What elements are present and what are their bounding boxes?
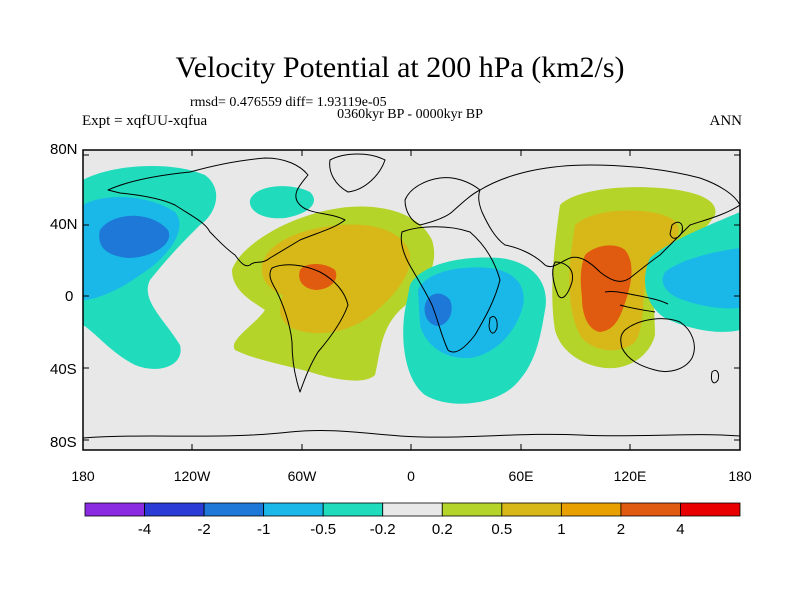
colorbar-label: -0.2: [369, 521, 396, 538]
colorbar-swatch: [382, 502, 443, 517]
lat-label-40n: 40N: [50, 216, 78, 233]
colorbar-swatch: [144, 502, 205, 517]
time-period-label: 0360kyr BP - 0000kyr BP: [337, 107, 483, 122]
colorbar-swatch: [680, 502, 741, 517]
lon-label-0: 0: [407, 468, 415, 484]
colorbar-label: 1: [557, 521, 566, 538]
lon-label-120e: 120E: [613, 468, 647, 484]
map-title: Velocity Potential at 200 hPa (km2/s): [175, 51, 625, 84]
lon-label-180e: 180: [728, 468, 752, 484]
colorbar-swatch: [203, 502, 265, 517]
coast-greenland: [329, 153, 386, 193]
coast-asia: [478, 164, 740, 282]
lon-label-60e: 60E: [508, 468, 534, 484]
colorbar-swatch: [501, 502, 562, 517]
map-ticks: [83, 150, 740, 450]
colorbar-swatch: [263, 502, 324, 517]
coast-australia: [620, 318, 695, 372]
colorbar-label: 0.2: [431, 521, 453, 538]
rmsd-diff-stats: rmsd= 0.476559 diff= 1.93119e-05: [190, 95, 387, 110]
contour-pos-americas-mid: [261, 224, 411, 334]
coast-africa: [400, 226, 501, 353]
colorbar-label: -0.5: [310, 521, 337, 538]
colorbar-swatch: [322, 502, 384, 517]
lon-label-60w: 60W: [287, 468, 317, 484]
colorbar-label: -1: [256, 521, 271, 538]
contour-neg-north-atlantic: [249, 186, 314, 219]
coast-madagascar: [488, 315, 498, 334]
colorbar-label: 4: [676, 521, 685, 538]
coast-north-america: [107, 157, 346, 267]
contour-field: [83, 153, 740, 439]
colorbar-swatch: [620, 502, 681, 517]
season-label: ANN: [709, 113, 743, 129]
lon-label-180w: 180: [71, 468, 95, 484]
colorbar-label: 2: [616, 521, 626, 538]
lon-label-120w: 120W: [173, 468, 211, 484]
contour-neg-africa-strong: [424, 293, 452, 326]
contour-neg-west-pacific-mid: [662, 248, 740, 309]
colorbar-label: 0.5: [491, 521, 513, 538]
contour-pos-asia-strong: [580, 245, 632, 332]
colorbar-swatch: [84, 502, 145, 517]
lat-label-40s: 40S: [50, 361, 77, 378]
colorbar-swatch: [441, 502, 503, 517]
coastlines: [83, 153, 740, 439]
colorbar-label: -4: [137, 521, 152, 538]
colorbar-swatch: [560, 502, 622, 517]
contour-neg-pacific-center: [99, 215, 170, 258]
lat-label-eq: 0: [65, 288, 74, 305]
coast-india: [552, 261, 574, 299]
lat-label-80s: 80S: [50, 434, 77, 451]
lat-label-80n: 80N: [50, 141, 78, 158]
experiment-label: Expt = xqfUU-xqfua: [82, 113, 208, 129]
colorbar-label: -2: [197, 521, 211, 538]
coast-europe: [404, 177, 481, 226]
coast-new-zealand: [711, 369, 719, 384]
coast-indonesia: [604, 291, 669, 313]
coast-japan: [669, 221, 683, 239]
coast-antarctica: [83, 430, 740, 439]
coast-south-america: [269, 264, 349, 393]
contour-pos-americas-strong: [299, 264, 337, 290]
colorbar: [84, 502, 741, 517]
